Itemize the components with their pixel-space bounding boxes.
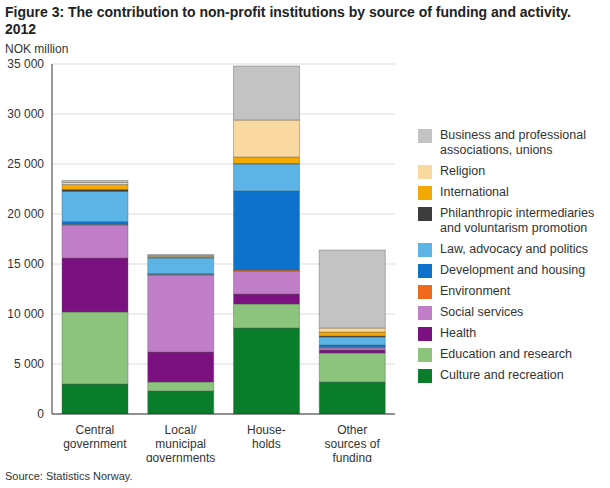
svg-text:0: 0 bbox=[37, 407, 44, 421]
html-text:Environment: Environment bbox=[440, 284, 511, 298]
svg-text:government: government bbox=[63, 437, 127, 451]
html-text:Philanthropic intermediaries a: Philanthropic intermediaries and volunta… bbox=[440, 206, 595, 235]
html-text:International: International bbox=[440, 185, 509, 199]
html-text:Business and professional asso: Business and professional associations, … bbox=[440, 128, 586, 157]
html-text:NOK million: NOK million bbox=[5, 42, 69, 56]
html-text:Source: Statistics Norway.: Source: Statistics Norway. bbox=[5, 470, 133, 482]
svg-text:10 000: 10 000 bbox=[8, 307, 44, 321]
svg-text:15 000: 15 000 bbox=[8, 257, 44, 271]
html-text:Culture and recreation: Culture and recreation bbox=[440, 368, 564, 382]
svg-text:25 000: 25 000 bbox=[8, 157, 44, 171]
svg-text:30 000: 30 000 bbox=[8, 107, 44, 121]
html-text:Social services: Social services bbox=[440, 305, 524, 319]
svg-text:35 000: 35 000 bbox=[8, 57, 44, 71]
svg-text:sources of: sources of bbox=[324, 437, 380, 451]
svg-text:Other: Other bbox=[337, 423, 367, 437]
html-text:Figure 3: The contribution to: Figure 3: The contribution to non-profit… bbox=[5, 4, 571, 37]
html-text:Development and housing: Development and housing bbox=[440, 263, 586, 277]
svg-text:municipal: municipal bbox=[155, 437, 206, 451]
svg-text:governments: governments bbox=[146, 451, 215, 462]
html-text:Health: Health bbox=[440, 326, 477, 340]
html-text:Religion: Religion bbox=[440, 164, 486, 178]
html-text:Law, advocacy and politics: Law, advocacy and politics bbox=[440, 242, 588, 256]
svg-text:Central: Central bbox=[76, 423, 115, 437]
svg-text:funding: funding bbox=[332, 451, 371, 462]
svg-text:Local/: Local/ bbox=[165, 423, 198, 437]
svg-text:holds: holds bbox=[252, 437, 281, 451]
svg-text:20 000: 20 000 bbox=[8, 207, 44, 221]
html-text:Education and research: Education and research bbox=[440, 347, 572, 361]
svg-text:House-: House- bbox=[247, 423, 286, 437]
svg-text:5 000: 5 000 bbox=[14, 357, 44, 371]
